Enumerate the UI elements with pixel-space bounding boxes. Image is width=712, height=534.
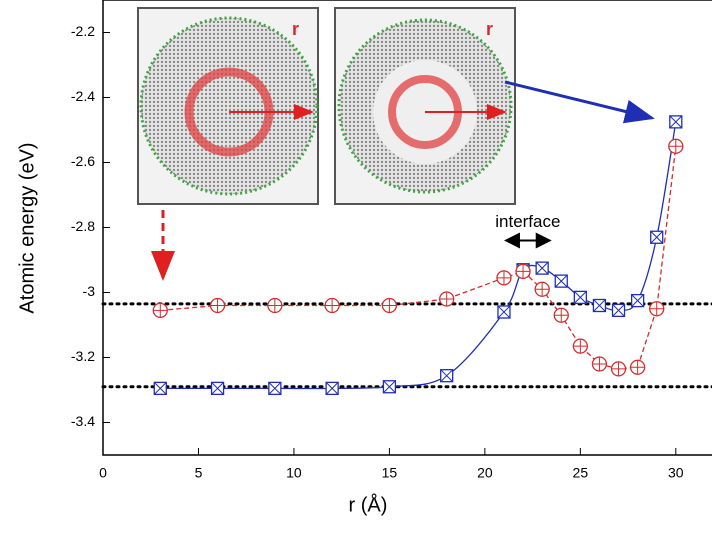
marker-plus <box>153 303 168 318</box>
x-axis-label: r (Å) <box>349 493 388 516</box>
data-point <box>630 293 645 308</box>
data-point <box>324 297 340 314</box>
data-point <box>496 270 512 286</box>
data-point <box>650 230 664 244</box>
marker-plus <box>554 308 569 323</box>
y-tick-label: -3.4 <box>71 413 95 429</box>
data-point <box>440 369 454 383</box>
y-tick-label: -2.2 <box>71 23 95 39</box>
inset-label: r <box>486 19 493 39</box>
data-point <box>209 297 226 314</box>
data-point <box>535 261 549 275</box>
marker-cross <box>535 261 549 275</box>
marker-plus <box>382 298 397 313</box>
y-tick-label: -3.2 <box>71 348 95 364</box>
y-tick-label: -2.4 <box>71 88 95 104</box>
data-point <box>610 361 627 377</box>
marker-cross <box>612 304 625 317</box>
pointer-arrow <box>504 80 655 124</box>
marker-plus <box>325 298 340 313</box>
x-tick-label: 15 <box>382 465 398 481</box>
y-axis-label: Atomic energy (eV) <box>16 142 38 313</box>
marker-cross <box>650 230 664 244</box>
data-point <box>649 301 665 317</box>
data-point <box>267 297 283 314</box>
marker-plus <box>668 139 683 154</box>
marker-cross <box>669 115 683 129</box>
data-point <box>573 290 587 305</box>
data-point <box>497 305 511 319</box>
data-point <box>325 381 339 396</box>
annotation: interface <box>495 212 560 231</box>
marker-cross <box>554 274 568 288</box>
marker-plus <box>630 360 645 375</box>
insets: r r <box>137 7 655 281</box>
marker-cross <box>268 382 282 395</box>
data-point <box>629 359 646 375</box>
marker-cross <box>325 382 339 395</box>
y-tick-label: -2.8 <box>71 218 95 234</box>
x-tick-label: 5 <box>195 465 203 481</box>
data-point <box>534 281 550 297</box>
marker-cross <box>497 305 511 319</box>
marker-cross <box>211 382 224 395</box>
marker-cross <box>593 299 606 312</box>
marker-cross <box>383 380 396 394</box>
marker-plus <box>573 339 588 354</box>
marker-plus <box>592 357 607 371</box>
marker-cross <box>440 369 454 383</box>
x-tick-label: 30 <box>668 465 684 481</box>
data-point <box>382 380 397 394</box>
data-point <box>591 356 608 372</box>
data-point <box>668 138 684 154</box>
marker-plus <box>210 298 225 313</box>
x-tick-label: 0 <box>99 465 107 481</box>
inset-label: r <box>292 19 299 39</box>
marker-plus <box>439 292 454 306</box>
data-point <box>611 303 626 318</box>
data-point <box>439 291 455 307</box>
marker-plus <box>649 301 664 316</box>
data-point <box>669 115 683 129</box>
data-point <box>515 263 531 280</box>
data-point <box>152 302 168 319</box>
x-tick-label: 20 <box>477 465 493 481</box>
y-tick-label: -2.6 <box>71 153 95 169</box>
data-point <box>381 297 398 314</box>
x-tick-label: 25 <box>573 465 589 481</box>
inset-image: r <box>137 7 319 205</box>
marker-plus <box>496 270 511 285</box>
marker-cross <box>153 382 167 395</box>
y-tick-label: -3 <box>83 283 96 299</box>
x-tick-label: 10 <box>286 465 302 481</box>
marker-plus <box>611 361 626 376</box>
data-point <box>572 338 588 354</box>
marker-cross <box>573 291 587 304</box>
data-point <box>153 381 167 396</box>
marker-cross <box>631 294 644 307</box>
data-point <box>210 381 225 396</box>
data-point <box>592 298 607 313</box>
marker-plus <box>267 298 282 313</box>
marker-plus <box>516 264 531 279</box>
marker-plus <box>535 282 550 297</box>
inset-image: r <box>334 7 516 205</box>
data-point <box>553 307 569 323</box>
data-point <box>268 381 282 396</box>
data-point <box>554 274 568 288</box>
